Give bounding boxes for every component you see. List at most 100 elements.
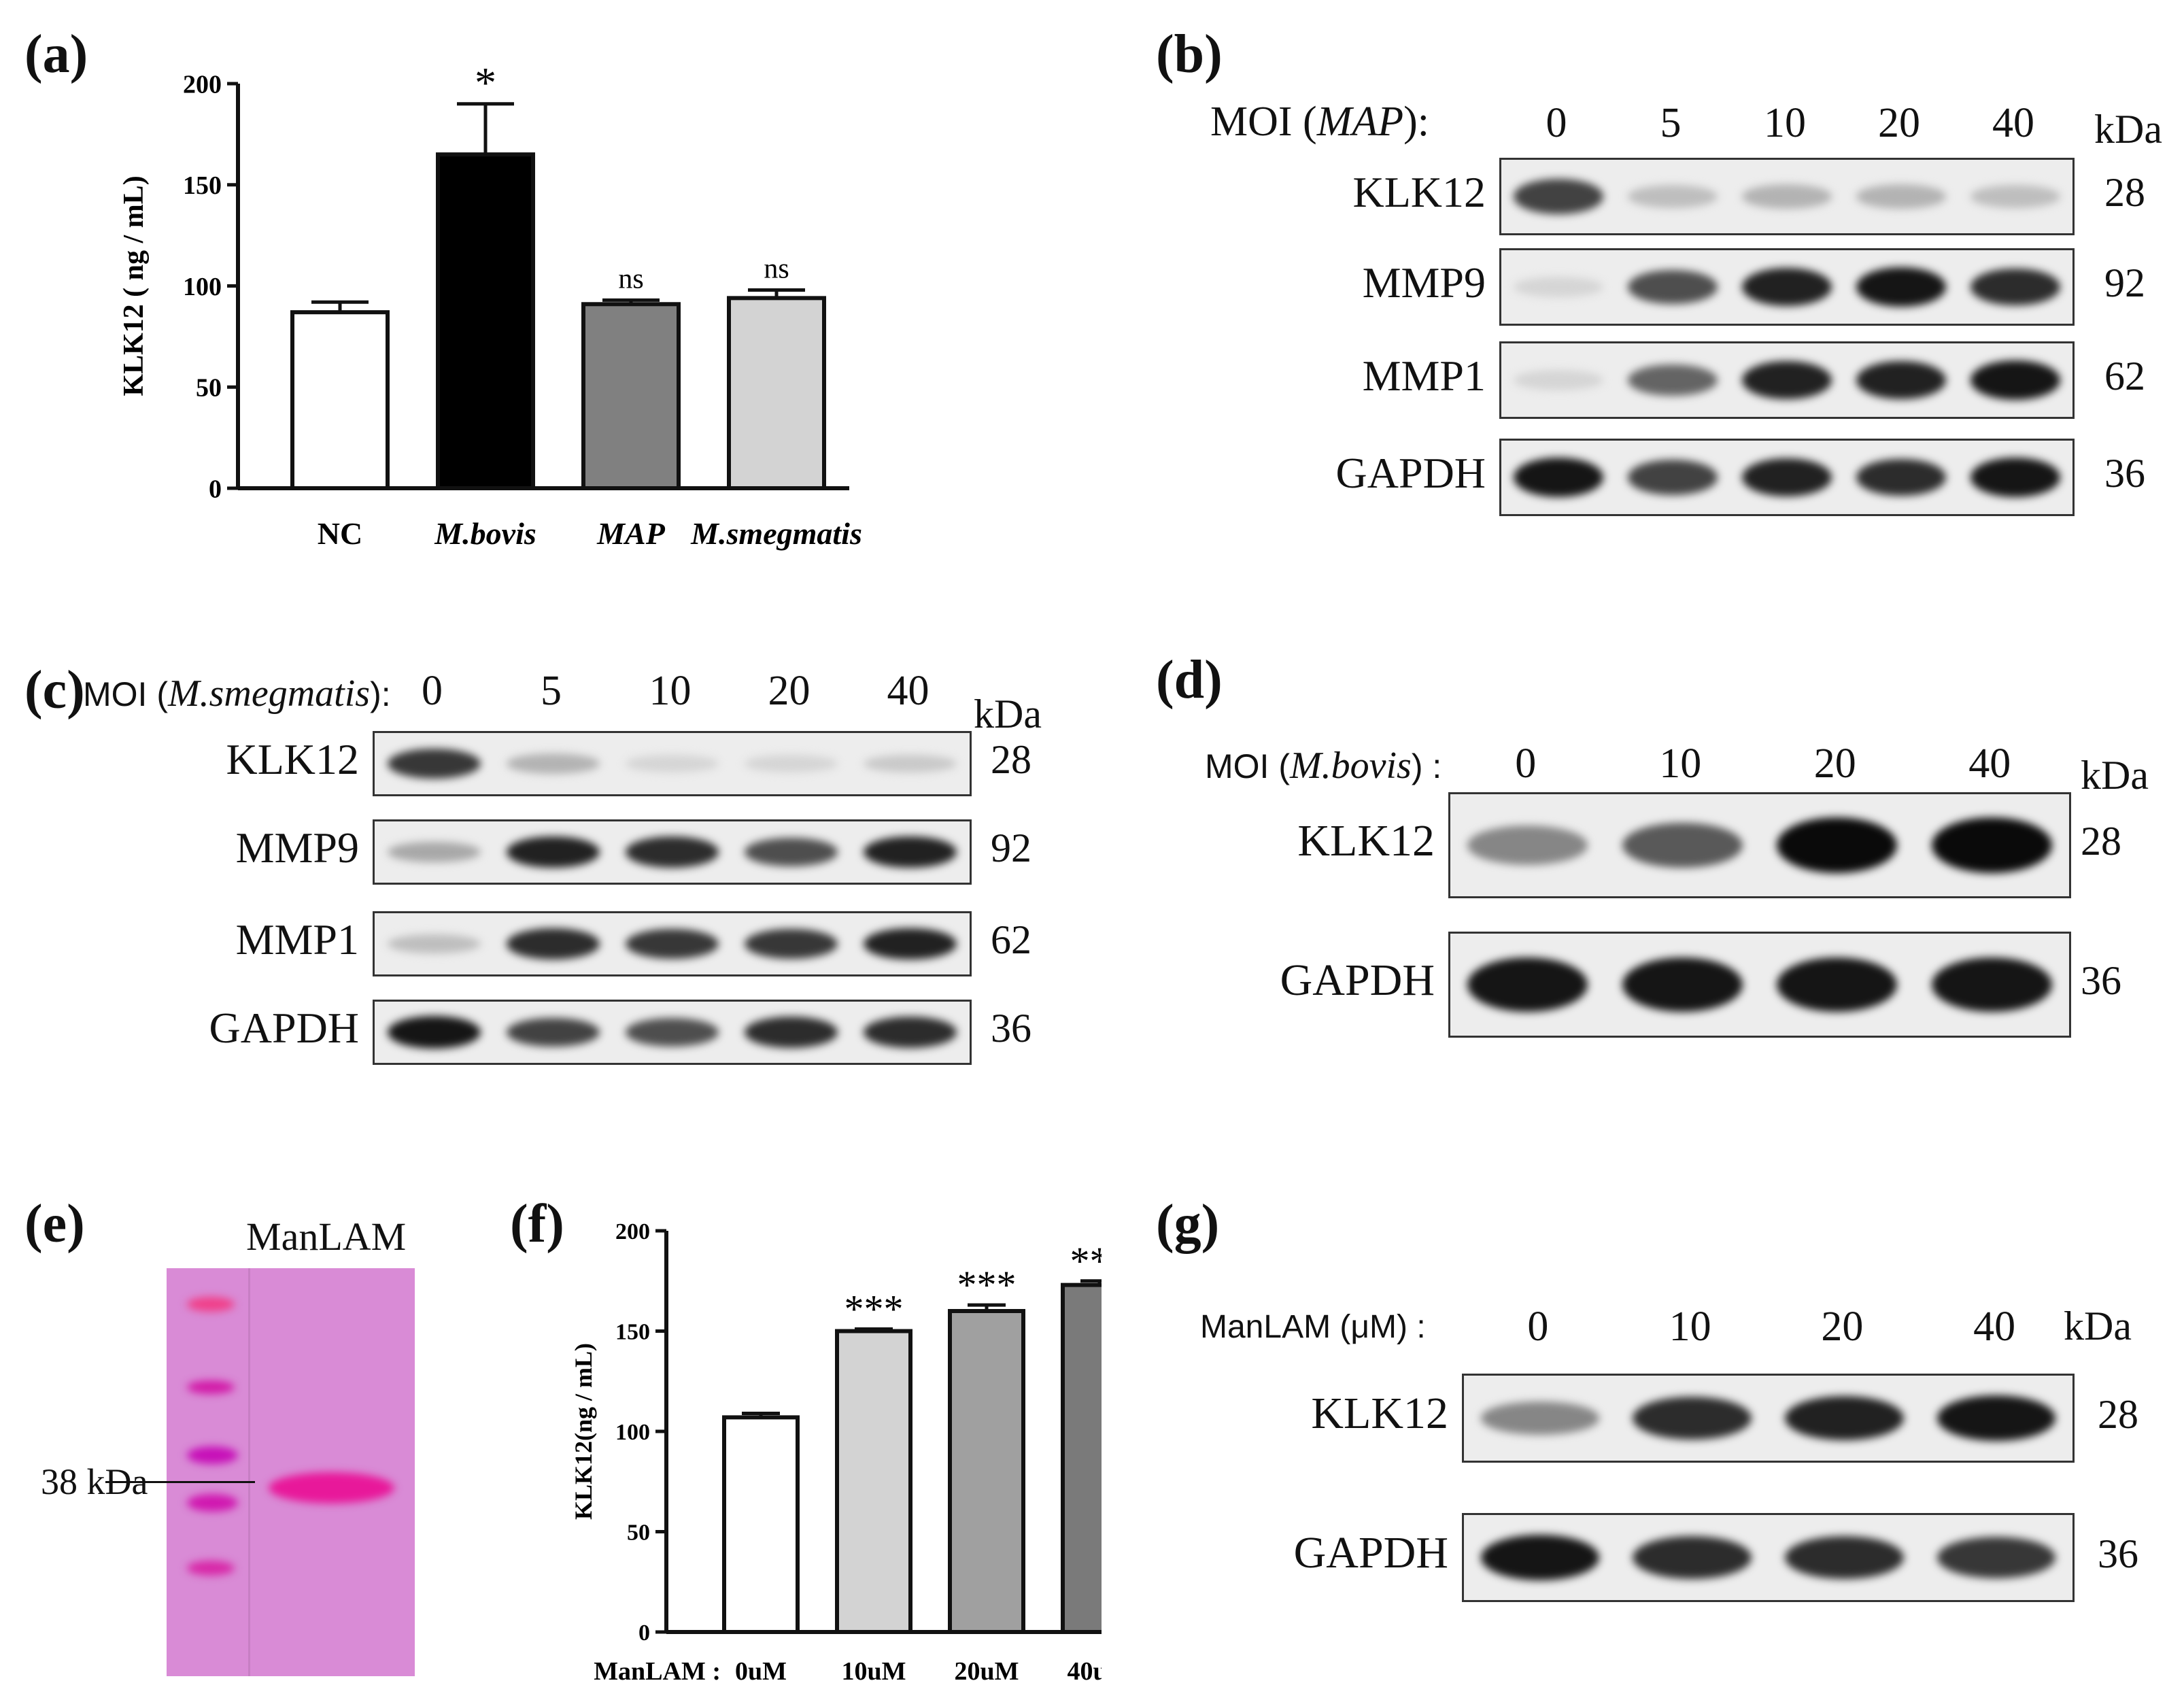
panel-c-band (864, 1017, 957, 1048)
panel-g-blot-strip-gapdh (1462, 1513, 2075, 1602)
panel-a-y-tick-label: 50 (196, 374, 222, 403)
panel-c-band (388, 748, 481, 779)
panel-c-band (626, 755, 719, 772)
panel-c-blot-strip-gapdh (373, 1000, 972, 1065)
panel-b-label: (b) (1156, 24, 1223, 84)
panel-f-category-label: 0uM (735, 1657, 787, 1686)
panel-f-bar-chart: 0 50 100 150 200 KLK12(ng / mL) 0uM *** 10uM *** 2… (570, 1219, 1102, 1686)
panel-g-lane-label: 0 (1527, 1304, 1549, 1350)
panel-c-band (745, 838, 838, 866)
panel-b-band (1742, 360, 1832, 400)
panel-f-category-label: 10uM (842, 1657, 906, 1686)
panel-c-band (745, 755, 838, 772)
panel-c-band (864, 928, 957, 960)
panel-b-band (1742, 458, 1832, 497)
panel-c-blot-strip-mmp1 (373, 911, 972, 976)
panel-d-band (1777, 957, 1898, 1013)
panel-f-category-label: 20uM (955, 1657, 1019, 1686)
panel-g-band (1936, 1395, 2056, 1441)
panel-c-kda-header: kDa (974, 692, 1042, 736)
panel-f-y-tick-label: 100 (615, 1420, 650, 1445)
panel-g-band (1480, 1401, 1600, 1435)
panel-b-lane-label: 5 (1660, 100, 1682, 146)
gel-lane-divider (248, 1268, 250, 1676)
panel-b-kda-value: 92 (2104, 260, 2145, 305)
panel-c-lane-label: 10 (649, 668, 692, 714)
panel-a-category-label: M.smegmatis (690, 516, 862, 551)
panel-g-blot-strip-klk12 (1462, 1374, 2075, 1463)
panel-b-kda-value: 62 (2104, 354, 2145, 398)
panel-c-lane-label: 40 (887, 668, 929, 714)
panel-c-band (745, 928, 838, 959)
panel-b-band (1856, 184, 1946, 209)
panel-b-row-label: GAPDH (1335, 448, 1486, 497)
panel-a-y-tick-label: 0 (209, 475, 222, 503)
panel-c-band (864, 754, 957, 773)
panel-g-kda-value: 36 (2098, 1531, 2138, 1576)
panel-a-y-tick-label: 200 (183, 70, 222, 99)
panel-f-significance-label: *** (1070, 1239, 1102, 1283)
panel-g-row-label: GAPDH (1293, 1528, 1448, 1578)
panel-c-row-label: MMP9 (235, 823, 359, 872)
panel-c-kda-value: 28 (991, 737, 1031, 782)
panel-b-lane-label: 20 (1878, 100, 1920, 146)
panel-a-bar-chart: 0 50 100 150 200 KLK12 ( ng / mL) NC * M.bovis ns… (118, 58, 862, 551)
panel-d-lane-label: 20 (1813, 741, 1856, 787)
panel-f-significance-label: *** (844, 1287, 904, 1331)
panel-g-lane-label: 40 (1973, 1304, 2016, 1350)
panel-g-band (1785, 1535, 1904, 1580)
panel-d-blot-strip-gapdh (1448, 932, 2071, 1038)
panel-b-band (1628, 460, 1718, 495)
panel-b-kda-value: 28 (2104, 170, 2145, 215)
panel-b-band (1970, 458, 2060, 497)
panel-b-kda-header: kDa (2094, 107, 2162, 152)
panel-f-y-tick-label: 0 (638, 1620, 650, 1646)
panel-c-blot-strip-mmp9 (373, 819, 972, 885)
panel-f-y-axis-label: KLK12(ng / mL) (570, 1343, 597, 1520)
ladder-band (187, 1446, 238, 1464)
panel-g-band (1633, 1396, 1752, 1440)
panel-b-band (1628, 185, 1718, 208)
panel-a-significance-label: ns (618, 263, 643, 294)
panel-e-title: ManLAM (246, 1214, 407, 1259)
panel-b-blot-strip-gapdh (1499, 439, 2075, 516)
panel-c-band (507, 1017, 600, 1047)
panel-b-row-label: KLK12 (1352, 167, 1486, 216)
panel-d-moi-label: MOI (M.bovis) : (1205, 745, 1442, 787)
panel-g-moi-label: ManLAM (μM) : (1200, 1309, 1426, 1345)
panel-c-band (745, 1017, 838, 1048)
panel-b-band (1628, 270, 1718, 304)
panel-d-lane-label: 0 (1515, 741, 1537, 787)
panel-b-blot-strip-mmp9 (1499, 248, 2075, 326)
panel-g-lane-label: 10 (1669, 1304, 1711, 1350)
panel-b-band (1970, 268, 2060, 306)
panel-b-lane-label: 0 (1546, 100, 1567, 146)
panel-b-blot-strip-mmp1 (1499, 341, 2075, 419)
panel-b-lane-label: 10 (1764, 100, 1806, 146)
panel-d-row-label: GAPDH (1280, 955, 1435, 1005)
panel-c-band (507, 753, 600, 774)
panel-b-band (1514, 179, 1603, 214)
ladder-band (187, 1494, 238, 1512)
panel-a-bar-0 (290, 310, 390, 490)
panel-d-band (1467, 957, 1588, 1013)
panel-c-band (626, 928, 719, 959)
panel-c-kda-value: 36 (991, 1006, 1031, 1051)
panel-b-band (1514, 276, 1603, 298)
panel-d-row-label: KLK12 (1297, 815, 1435, 866)
panel-a-bar-2 (581, 302, 681, 490)
panel-b-blot-strip-klk12 (1499, 158, 2075, 235)
panel-d-lane-label: 10 (1659, 741, 1702, 787)
panel-d-blot-strip-klk12 (1448, 792, 2071, 898)
panel-c-lane-label: 0 (422, 668, 443, 714)
ladder-band (187, 1297, 235, 1312)
panel-c-band (388, 934, 481, 953)
panel-f-bar-3 (1061, 1282, 1102, 1635)
panel-b-row-label: MMP9 (1362, 258, 1486, 307)
panel-g-lane-label: 20 (1821, 1304, 1864, 1350)
panel-c-band (626, 836, 719, 868)
panel-b-row-label: MMP1 (1362, 351, 1486, 400)
panel-a-significance-label: * (475, 58, 496, 107)
panel-a-category-label: MAP (596, 516, 666, 551)
